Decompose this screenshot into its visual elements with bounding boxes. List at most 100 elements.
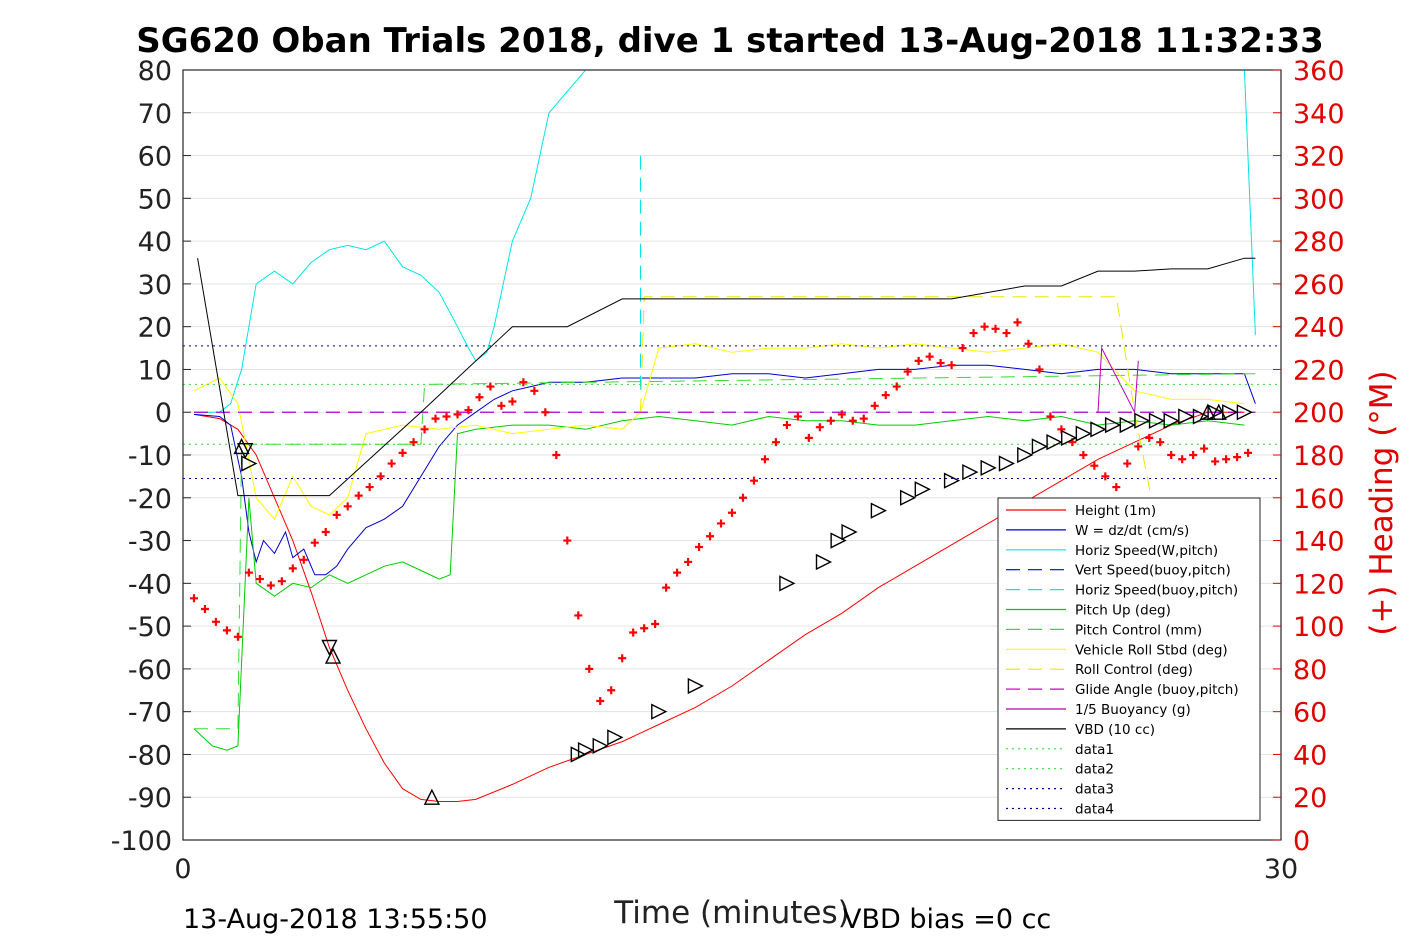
heading-point bbox=[607, 686, 616, 695]
series-line-pitch-up-deg bbox=[193, 415, 1245, 751]
heading-point bbox=[848, 416, 857, 425]
marker-triangle-up bbox=[324, 647, 342, 664]
marker-triangle-right bbox=[980, 459, 997, 476]
right-tick-label: 100 bbox=[1293, 612, 1345, 643]
marker-triangle-right bbox=[651, 703, 668, 720]
heading-point bbox=[1189, 451, 1198, 459]
heading-point bbox=[1156, 438, 1165, 447]
heading-point bbox=[365, 483, 374, 492]
heading-point bbox=[771, 438, 780, 447]
legend-label: Pitch Up (deg) bbox=[1075, 603, 1171, 619]
heading-point bbox=[969, 329, 978, 338]
right-tick-label: 60 bbox=[1293, 698, 1327, 729]
heading-point bbox=[332, 510, 341, 519]
heading-point bbox=[793, 412, 802, 421]
heading-point bbox=[552, 451, 561, 459]
marker-triangle-up bbox=[423, 788, 441, 805]
marker-triangle-right bbox=[1236, 404, 1253, 421]
right-tick-label: 300 bbox=[1293, 184, 1345, 215]
heading-point bbox=[881, 391, 890, 400]
legend-label: Vehicle Roll Stbd (deg) bbox=[1075, 642, 1228, 658]
legend-label: 1/5 Buoyancy (g) bbox=[1075, 702, 1191, 718]
marker-triangle-right bbox=[1090, 421, 1107, 438]
heading-point bbox=[596, 696, 605, 705]
heading-point bbox=[1046, 412, 1055, 421]
heading-point bbox=[870, 401, 879, 410]
heading-point bbox=[475, 393, 484, 402]
marker-triangle-right bbox=[1192, 408, 1210, 425]
heading-point bbox=[310, 538, 319, 547]
heading-point bbox=[695, 542, 704, 551]
legend-label: Horiz Speed(buoy,pitch) bbox=[1075, 583, 1238, 599]
heading-point bbox=[925, 352, 934, 361]
heading-point bbox=[222, 626, 231, 635]
heading-point bbox=[585, 664, 594, 673]
heading-point bbox=[1035, 365, 1044, 374]
y-tick-label: 30 bbox=[138, 270, 172, 301]
marker-triangle-right bbox=[241, 455, 258, 472]
heading-point bbox=[662, 583, 671, 592]
heading-point bbox=[782, 421, 791, 430]
heading-point bbox=[541, 408, 550, 417]
marker-triangle-right bbox=[815, 553, 833, 571]
heading-point bbox=[211, 617, 220, 626]
right-tick-label: 20 bbox=[1293, 783, 1327, 814]
heading-point bbox=[1024, 339, 1033, 348]
heading-point bbox=[277, 577, 286, 586]
heading-point bbox=[618, 654, 627, 663]
y-tick-label: -30 bbox=[128, 527, 172, 558]
heading-point bbox=[574, 611, 583, 620]
heading-point bbox=[387, 459, 396, 468]
heading-point bbox=[398, 448, 407, 457]
x-tick-label: 0 bbox=[174, 854, 191, 885]
legend-label: data4 bbox=[1075, 802, 1114, 818]
heading-point bbox=[1090, 461, 1099, 470]
heading-point bbox=[947, 361, 956, 370]
right-tick-label: 160 bbox=[1293, 484, 1345, 515]
heading-point bbox=[486, 382, 495, 391]
heading-point bbox=[442, 412, 451, 421]
heading-point bbox=[1200, 444, 1209, 453]
heading-point bbox=[1123, 459, 1132, 468]
right-tick-label: 140 bbox=[1293, 527, 1345, 558]
marker-triangle-right bbox=[1075, 425, 1092, 442]
heading-point bbox=[376, 472, 385, 481]
heading-point bbox=[760, 455, 769, 464]
heading-point bbox=[706, 532, 715, 541]
heading-point bbox=[321, 528, 330, 536]
right-tick-label: 320 bbox=[1293, 142, 1345, 173]
heading-point bbox=[431, 414, 440, 423]
series-line-pitch-control-mm bbox=[194, 373, 1256, 730]
heading-point bbox=[354, 491, 363, 500]
heading-point bbox=[980, 322, 989, 331]
marker-triangle-right bbox=[914, 481, 931, 498]
marker-triangle-right bbox=[607, 729, 624, 746]
series-line-w-dz-dt-cm-s bbox=[193, 364, 1256, 576]
y-tick-label: -90 bbox=[128, 783, 172, 814]
heading-point bbox=[826, 416, 835, 425]
legend-label: Height (1m) bbox=[1075, 503, 1156, 519]
heading-point bbox=[1002, 329, 1011, 338]
legend-label: Vert Speed(buoy,pitch) bbox=[1075, 563, 1231, 579]
legend-label: W = dz/dt (cm/s) bbox=[1075, 523, 1189, 539]
heading-point bbox=[815, 423, 824, 432]
right-tick-label: 200 bbox=[1293, 398, 1345, 429]
y-tick-label: 60 bbox=[138, 142, 172, 173]
right-tick-label: 260 bbox=[1293, 270, 1345, 301]
y-tick-label: 40 bbox=[138, 227, 172, 258]
marker-triangle-right bbox=[841, 523, 858, 541]
y-tick-label: 20 bbox=[138, 313, 172, 344]
marker-triangle-down bbox=[321, 639, 338, 657]
x-axis-label: Time (minutes) bbox=[613, 895, 849, 931]
legend-box bbox=[997, 497, 1261, 821]
footer-vbd-bias: VBD bias =0 cc bbox=[843, 904, 1051, 935]
heading-point bbox=[508, 397, 517, 406]
series-line-vbd-10-cc bbox=[197, 257, 1256, 497]
y-tick-label: 70 bbox=[138, 99, 172, 130]
heading-point bbox=[804, 433, 813, 442]
y-tick-label: -40 bbox=[128, 569, 172, 600]
marker-triangle-right bbox=[943, 472, 961, 489]
heading-point bbox=[892, 382, 901, 391]
right-tick-label: 40 bbox=[1293, 740, 1327, 771]
